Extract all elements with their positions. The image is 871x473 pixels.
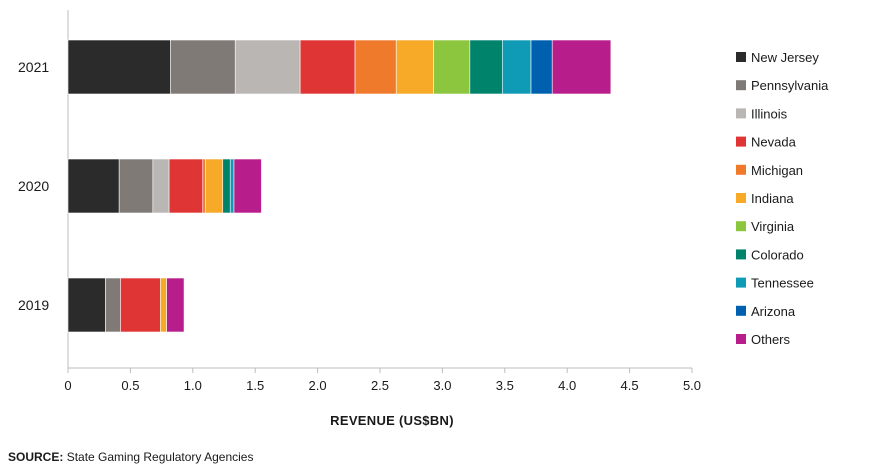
legend-label: Illinois <box>751 106 788 121</box>
legend-label: Arizona <box>751 304 796 319</box>
legend-label: Colorado <box>751 247 804 262</box>
bar-segment <box>299 39 356 95</box>
legend-swatch <box>736 221 746 232</box>
bar-segment <box>551 39 612 95</box>
bar-segment <box>67 39 171 95</box>
legend-swatch <box>736 249 746 260</box>
legend-label: Virginia <box>751 219 795 234</box>
source-note: SOURCE: State Gaming Regulatory Agencies <box>8 450 253 464</box>
legend-swatch <box>736 277 746 288</box>
bar-segment <box>229 158 235 214</box>
x-tick-labels: 0 0.5 1.0 1.5 2.0 2.5 3.0 3.5 4.0 4.5 5.0 <box>64 368 701 393</box>
bar-segment <box>152 158 170 214</box>
legend-label: Indiana <box>751 191 794 206</box>
bar-segment <box>433 39 471 95</box>
bar-segment <box>469 39 503 95</box>
legend-label: Nevada <box>751 135 797 150</box>
x-tick-label: 5.0 <box>683 378 701 393</box>
legend-swatch <box>736 334 746 344</box>
bar-segment <box>67 158 120 214</box>
category-labels: 2021 2020 2019 <box>18 59 49 313</box>
bar-segment <box>120 277 161 333</box>
source-label: SOURCE: <box>8 450 64 464</box>
legend-label: New Jersey <box>751 50 819 65</box>
legend: New Jersey Pennsylvania Illinois Nevada Mich… <box>736 50 829 347</box>
bar-segment <box>502 39 532 95</box>
bar-segment <box>67 277 106 333</box>
bar-segment <box>160 277 167 333</box>
legend-swatch <box>736 108 746 119</box>
category-label: 2020 <box>18 178 49 194</box>
legend-swatch <box>736 136 746 147</box>
legend-label: Michigan <box>751 163 803 178</box>
bar-segment <box>530 39 553 95</box>
legend-swatch <box>736 193 746 203</box>
category-label: 2019 <box>18 297 49 313</box>
x-tick-label: 1.0 <box>184 378 202 393</box>
legend-swatch <box>736 80 746 91</box>
x-tick-label: 4.5 <box>621 378 639 393</box>
bar-segment <box>395 39 434 95</box>
source-text: State Gaming Regulatory Agencies <box>66 450 254 464</box>
bar-segment <box>105 277 121 333</box>
bar-segment <box>354 39 397 95</box>
x-tick-label: 1.5 <box>246 378 264 393</box>
legend-label: Tennessee <box>751 276 814 291</box>
x-tick-label: 0 <box>64 378 71 393</box>
x-tick-label: 4.0 <box>558 378 576 393</box>
bar-segment <box>233 158 262 214</box>
x-tick-label: 2.0 <box>309 378 327 393</box>
x-tick-label: 0.5 <box>121 378 139 393</box>
bars <box>67 39 612 333</box>
bar-segment <box>204 158 224 214</box>
legend-swatch <box>736 52 746 62</box>
bar-segment <box>202 158 206 214</box>
legend-swatch <box>736 305 746 316</box>
bar-segment <box>166 277 185 333</box>
bar-segment <box>168 158 204 214</box>
bar-segment <box>118 158 154 214</box>
x-tick-label: 3.0 <box>433 378 451 393</box>
category-label: 2021 <box>18 59 49 75</box>
bar-segment <box>222 158 231 214</box>
legend-swatch <box>736 164 746 175</box>
bar-segment <box>170 39 236 95</box>
x-axis-title: REVENUE (US$BN) <box>330 413 454 428</box>
x-tick-label: 2.5 <box>371 378 389 393</box>
x-tick-label: 3.5 <box>496 378 514 393</box>
legend-label: Others <box>751 332 791 347</box>
legend-label: Pennsylvania <box>751 78 829 93</box>
bar-segment <box>234 39 301 95</box>
